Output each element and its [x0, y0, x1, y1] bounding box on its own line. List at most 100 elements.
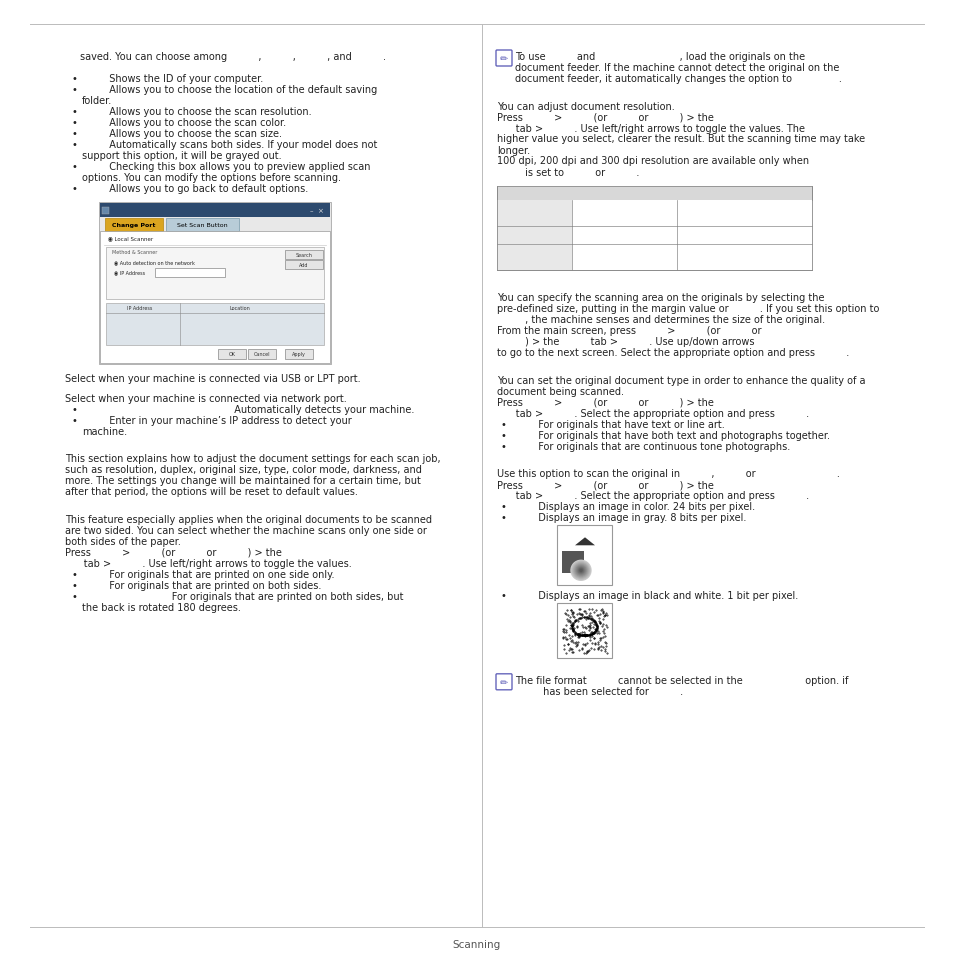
Text: Allows you to choose the scan color.: Allows you to choose the scan color.: [78, 118, 286, 128]
Text: Multi-Page TIFF, JPEG: Multi-Page TIFF, JPEG: [679, 258, 774, 268]
Text: This section explains how to adjust the document settings for each scan job,: This section explains how to adjust the …: [65, 454, 440, 463]
Circle shape: [577, 567, 584, 575]
Bar: [497, 201, 572, 227]
Circle shape: [579, 570, 581, 572]
Text: –  ×: – ×: [310, 208, 323, 213]
Text: •: •: [500, 502, 506, 512]
Bar: [106, 303, 324, 345]
Text: Automatically detects your machine.: Automatically detects your machine.: [78, 404, 414, 415]
Text: •: •: [71, 74, 78, 84]
Text: Scanning: Scanning: [453, 939, 500, 949]
Bar: [102, 208, 109, 214]
Text: •: •: [71, 85, 78, 95]
Text: ◉ IP Address: ◉ IP Address: [113, 270, 145, 274]
Text: Automatically scans both sides. If your model does not: Automatically scans both sides. If your …: [78, 140, 377, 150]
Circle shape: [572, 561, 589, 579]
Text: •: •: [71, 416, 78, 425]
Bar: [100, 232, 330, 363]
Text: For originals that have both text and photographs together.: For originals that have both text and ph…: [506, 431, 829, 440]
Text: , the machine senses and determines the size of the original.: , the machine senses and determines the …: [497, 315, 824, 325]
Text: Checking this box allows you to preview applied scan: Checking this box allows you to preview …: [78, 162, 370, 172]
Text: to go to the next screen. Select the appropriate option and press          .: to go to the next screen. Select the app…: [497, 348, 848, 358]
Bar: [497, 201, 811, 227]
Text: •: •: [71, 107, 78, 117]
Text: the back is rotated 180 degrees.: the back is rotated 180 degrees.: [82, 602, 240, 612]
Text: You can adjust document resolution.: You can adjust document resolution.: [497, 101, 674, 112]
Text: Search: Search: [295, 253, 313, 257]
Text: has been selected for          .: has been selected for .: [515, 686, 682, 696]
Text: •: •: [71, 569, 78, 579]
Text: Add: Add: [299, 262, 309, 268]
Text: •: •: [71, 140, 78, 150]
Circle shape: [573, 562, 588, 578]
Circle shape: [578, 568, 583, 574]
Bar: [497, 227, 572, 245]
Text: Method & Scanner: Method & Scanner: [112, 250, 157, 254]
Text: tab >          . Use left/right arrows to toggle the values. The: tab > . Use left/right arrows to toggle …: [497, 123, 804, 133]
Text: are two sided. You can select whether the machine scans only one side or: are two sided. You can select whether th…: [65, 525, 426, 535]
Text: •: •: [71, 591, 78, 601]
Text: more. The settings you change will be maintained for a certain time, but: more. The settings you change will be ma…: [65, 476, 420, 486]
Text: OK: OK: [229, 352, 235, 357]
Text: The file format          cannot be selected in the                    option. if: The file format cannot be selected in th…: [515, 675, 847, 685]
Text: ) > the          tab >          . Use up/down arrows: ) > the tab > . Use up/down arrows: [497, 337, 754, 347]
Text: For originals that are printed on both sides, but: For originals that are printed on both s…: [78, 591, 403, 601]
Text: •: •: [71, 118, 78, 128]
Text: For originals that are printed on both sides.: For originals that are printed on both s…: [78, 580, 321, 590]
Text: Allows you to choose the scan size.: Allows you to choose the scan size.: [78, 129, 282, 139]
Bar: [497, 227, 811, 245]
Bar: [497, 245, 572, 271]
Text: folder.: folder.: [82, 96, 112, 106]
Text: ◉ Auto detection on the network: ◉ Auto detection on the network: [113, 259, 194, 265]
Bar: [106, 248, 324, 299]
Text: Allows you to choose the location of the default saving: Allows you to choose the location of the…: [78, 85, 376, 95]
Text: longer.: longer.: [497, 146, 530, 155]
Text: •: •: [500, 419, 506, 430]
Circle shape: [571, 560, 590, 580]
Text: Press          >          (or          or          ) > the: Press > (or or ) > the: [497, 479, 713, 490]
Text: higher value you select, clearer the result. But the scanning time may take: higher value you select, clearer the res…: [497, 134, 864, 144]
Text: Enter in your machine’s IP address to detect your: Enter in your machine’s IP address to de…: [78, 416, 352, 425]
Text: To use          and                           , load the originals on the: To use and , load the originals on the: [515, 52, 804, 62]
Text: support this option, it will be grayed out.: support this option, it will be grayed o…: [82, 151, 281, 161]
Text: ◉ Local Scanner: ◉ Local Scanner: [108, 235, 153, 240]
Bar: [497, 245, 811, 271]
FancyBboxPatch shape: [496, 674, 512, 690]
Text: You can set the original document type in order to enhance the quality of a: You can set the original document type i…: [497, 375, 864, 385]
Text: Press          >          (or          or          ) > the: Press > (or or ) > the: [65, 547, 281, 557]
Text: Select when your machine is connected via network port.: Select when your machine is connected vi…: [65, 394, 346, 403]
Text: 100, 200, 300, 400, 600: 100, 200, 300, 400, 600: [575, 249, 682, 258]
Text: Displays an image in color. 24 bits per pixel.: Displays an image in color. 24 bits per …: [506, 502, 755, 512]
Bar: [561, 552, 583, 574]
Bar: [248, 350, 275, 359]
Text: •: •: [71, 184, 78, 193]
Text: Allows you to go back to default options.: Allows you to go back to default options…: [78, 184, 308, 193]
Text: Select when your machine is connected via USB or LPT port.: Select when your machine is connected vi…: [65, 374, 360, 383]
Text: •: •: [71, 404, 78, 415]
Text: PDF, TIFF, JPEG: PDF, TIFF, JPEG: [679, 231, 747, 240]
Text: options. You can modify the options before scanning.: options. You can modify the options befo…: [82, 172, 340, 183]
Text: Location: Location: [230, 306, 250, 311]
Text: •: •: [500, 431, 506, 440]
Circle shape: [576, 566, 585, 576]
FancyBboxPatch shape: [557, 603, 612, 659]
Text: Displays an image in black and white. 1 bit per pixel.: Displays an image in black and white. 1 …: [506, 591, 798, 600]
Text: both sides of the paper.: both sides of the paper.: [65, 536, 181, 546]
Bar: [218, 350, 246, 359]
Text: 100 dpi, 200 dpi and 300 dpi resolution are available only when: 100 dpi, 200 dpi and 300 dpi resolution …: [497, 156, 808, 167]
FancyBboxPatch shape: [105, 218, 163, 232]
Text: tab >          . Select the appropriate option and press          .: tab > . Select the appropriate option an…: [497, 409, 808, 418]
Text: saved. You can choose among          ,          ,          , and          .: saved. You can choose among , , , and .: [80, 52, 386, 62]
Text: ✏: ✏: [499, 54, 508, 64]
Text: machine.: machine.: [82, 426, 127, 436]
Bar: [285, 251, 323, 259]
Text: document being scanned.: document being scanned.: [497, 386, 623, 396]
Bar: [99, 203, 331, 364]
Text: document feeder. If the machine cannot detect the original on the: document feeder. If the machine cannot d…: [515, 63, 839, 73]
FancyBboxPatch shape: [557, 526, 612, 586]
FancyBboxPatch shape: [166, 218, 239, 232]
Text: •: •: [71, 580, 78, 590]
Text: For originals that are printed on one side only.: For originals that are printed on one si…: [78, 569, 335, 579]
Text: tab >          . Select the appropriate option and press          .: tab > . Select the appropriate option an…: [497, 491, 808, 500]
Text: Allows you to choose the scan resolution.: Allows you to choose the scan resolution…: [78, 107, 312, 117]
